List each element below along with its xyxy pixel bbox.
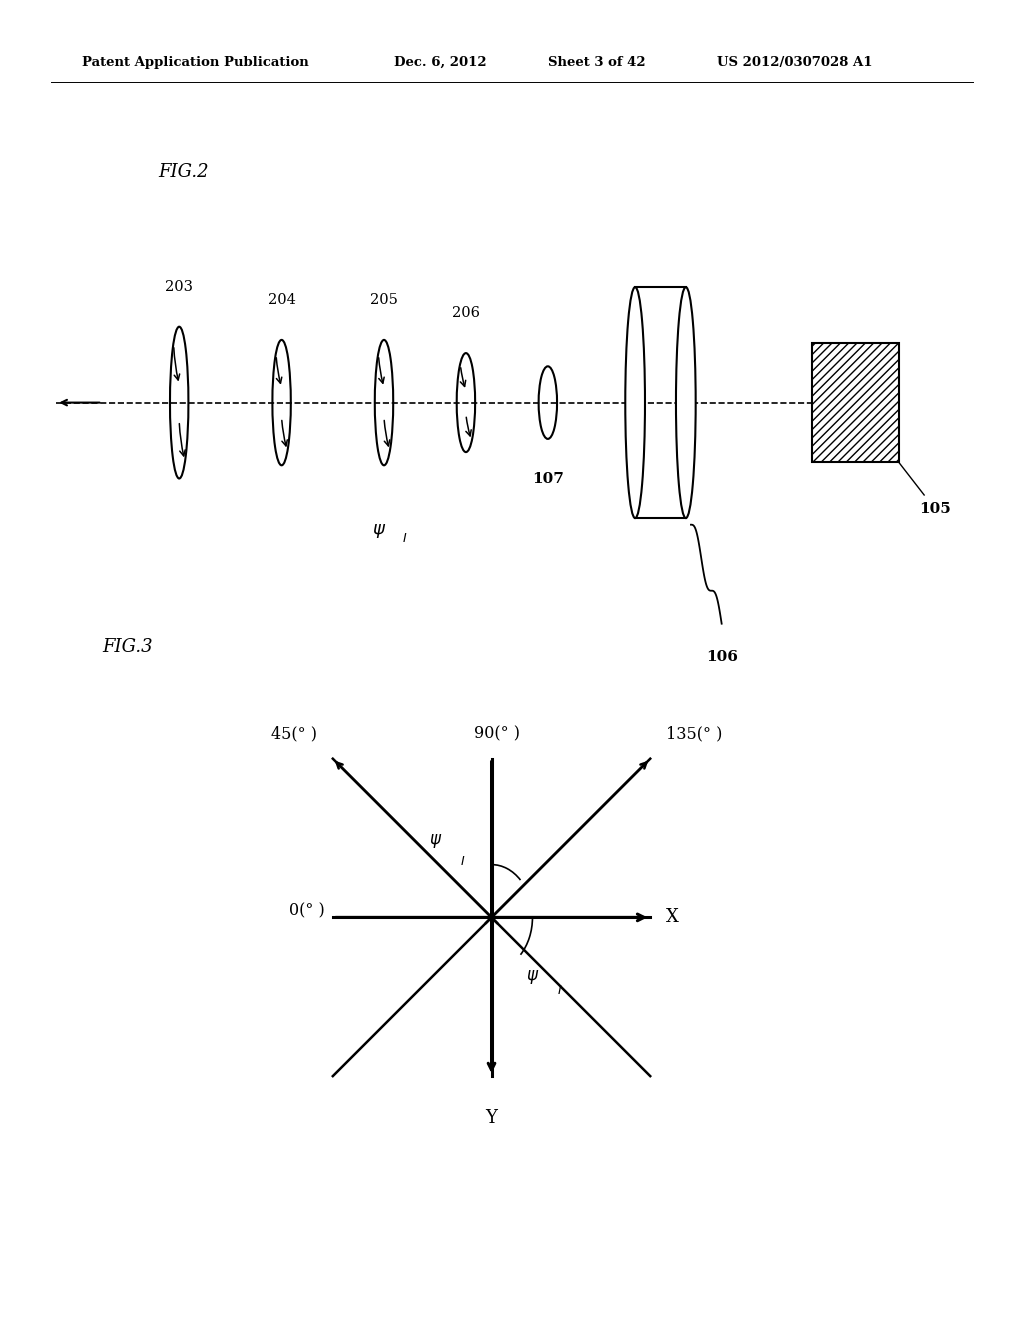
Text: X: X <box>666 908 679 927</box>
Text: FIG.2: FIG.2 <box>159 162 209 181</box>
Text: Dec. 6, 2012: Dec. 6, 2012 <box>394 55 486 69</box>
Text: Patent Application Publication: Patent Application Publication <box>82 55 308 69</box>
Text: 90(° ): 90(° ) <box>474 726 519 743</box>
Text: 107: 107 <box>531 473 564 486</box>
Text: $I$: $I$ <box>557 983 563 997</box>
Text: 205: 205 <box>370 293 398 308</box>
Text: 45(° ): 45(° ) <box>271 726 317 743</box>
Text: Sheet 3 of 42: Sheet 3 of 42 <box>548 55 645 69</box>
Bar <box>811 343 899 462</box>
Text: $I$: $I$ <box>401 532 408 545</box>
Text: 204: 204 <box>267 293 296 308</box>
Text: 203: 203 <box>165 280 194 294</box>
Text: $\psi$: $\psi$ <box>429 832 441 850</box>
Text: 106: 106 <box>706 651 738 664</box>
Text: 206: 206 <box>452 306 480 321</box>
Text: Y: Y <box>485 1109 498 1127</box>
Text: $\psi$: $\psi$ <box>526 968 539 986</box>
Text: 105: 105 <box>920 502 951 516</box>
Text: 0(° ): 0(° ) <box>289 903 325 919</box>
Text: FIG.3: FIG.3 <box>102 638 153 656</box>
Text: US 2012/0307028 A1: US 2012/0307028 A1 <box>717 55 872 69</box>
Text: $\psi$: $\psi$ <box>372 521 386 540</box>
Ellipse shape <box>676 288 695 519</box>
Text: $I$: $I$ <box>460 855 466 869</box>
Ellipse shape <box>626 288 645 519</box>
Text: 135(° ): 135(° ) <box>666 726 722 743</box>
